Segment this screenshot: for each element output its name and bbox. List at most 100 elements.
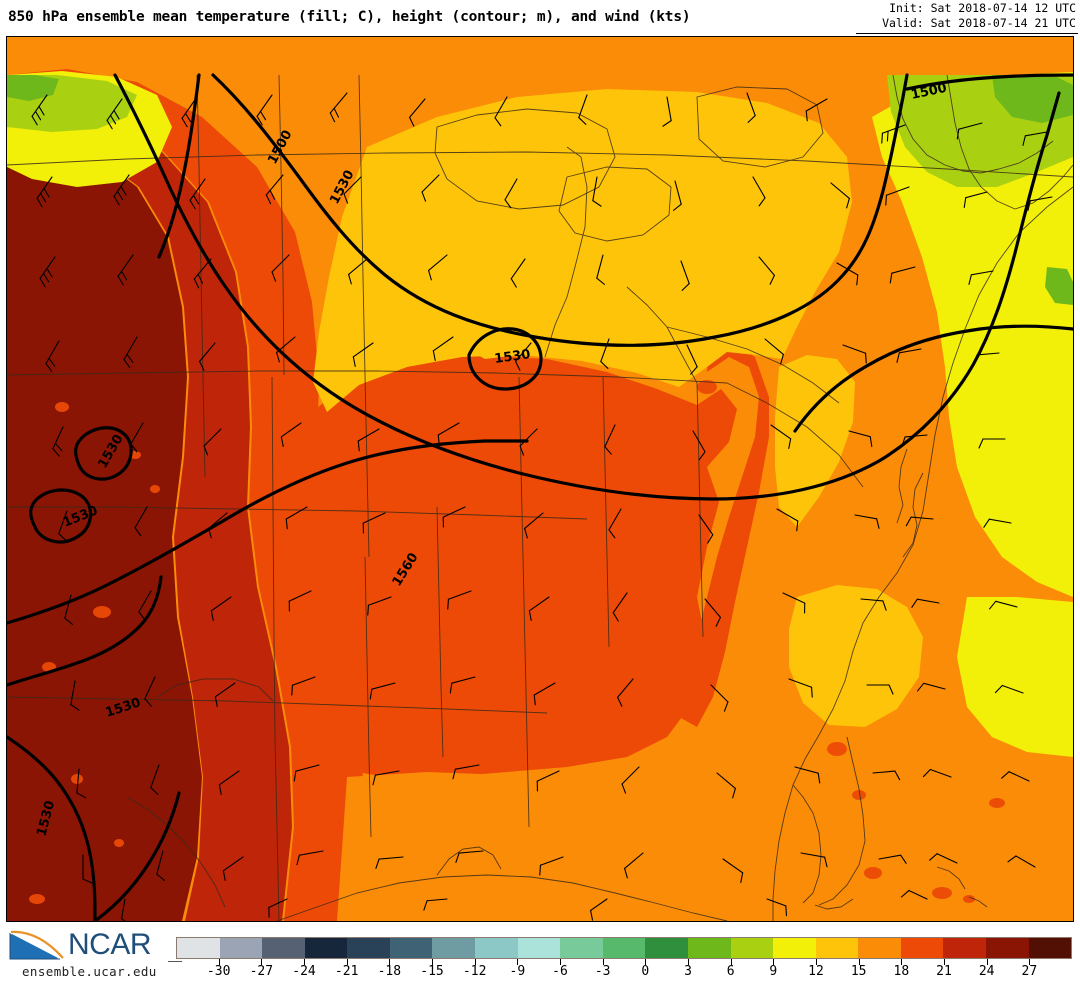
colorbar-tick [474, 959, 476, 965]
map-panel[interactable]: 1500 1530 1500 1530 1530 1530 1560 1530 … [6, 36, 1074, 922]
contour-1530-low3 [29, 488, 93, 544]
fill-speckles [29, 380, 1005, 904]
colorbar-tick [602, 959, 604, 965]
colorbar-segment [517, 938, 561, 958]
ncar-wordmark: NCAR [68, 928, 152, 961]
colorbar-segment [645, 938, 688, 958]
colorbar-segment [815, 938, 859, 958]
colorbar-tick-label: 6 [726, 964, 735, 979]
colorbar-tick-label: 15 [850, 964, 867, 979]
page-title: 850 hPa ensemble mean temperature (fill;… [8, 9, 691, 25]
contour-1500-north [211, 73, 909, 347]
colorbar-segment [560, 938, 603, 958]
fill-band-18-gulf [337, 772, 1073, 921]
colorbar-segment [389, 938, 433, 958]
colorbar-tick-label: -24 [292, 964, 316, 979]
colorbar-segment [858, 938, 901, 958]
contour-1500-se [793, 324, 1073, 433]
colorbar-segment [730, 938, 774, 958]
ncar-url-label: ensemble.ucar.edu [22, 964, 157, 979]
colorbar-tick-label: 21 [936, 964, 952, 979]
contour-label-1500-east: 1500 [910, 81, 949, 103]
colorbar-segment [432, 938, 476, 958]
valid-time-box: Init: Sat 2018-07-14 12 UTC Valid: Sat 2… [882, 1, 1076, 31]
contour-1530-west [7, 575, 163, 687]
colorbar-tick-label: 9 [769, 964, 778, 979]
colorbar-segment [304, 938, 348, 958]
colorbar-segment [773, 938, 816, 958]
colorbar-tick [304, 959, 305, 965]
logo-divider [168, 961, 182, 962]
colorbar-tick-label: 24 [978, 964, 995, 979]
plot-footer: NCAR ensemble.ucar.edu -30 -27 -24 -21 -18 -1… [0, 925, 1080, 985]
colorbar-tick-label: -15 [420, 964, 444, 979]
colorbar-segment [177, 938, 220, 958]
colorbar-tick [901, 959, 903, 965]
fill-band-9b [7, 75, 59, 101]
fill-band-15 [872, 72, 1073, 597]
contour-1530-main [113, 73, 1061, 501]
colorbar-tick-label: 27 [1021, 964, 1038, 979]
colorbar-tick [858, 959, 860, 965]
colorbar-tick [816, 959, 817, 965]
contour-label-1530-low: 1530 [493, 347, 531, 367]
colorbar-tick [688, 959, 689, 965]
fill-band-24 [7, 107, 292, 921]
colorbar-tick-label: 3 [684, 964, 692, 979]
colorbar-tick [1029, 959, 1031, 965]
colorbar-tick-label: -6 [552, 964, 568, 979]
colorbar-segment [602, 938, 646, 958]
contour-1530-west3 [93, 791, 181, 921]
colorbar-segment [687, 938, 731, 958]
contour-1530-ul [157, 73, 201, 259]
contour-1560 [7, 439, 529, 625]
ncar-swoosh-icon [9, 930, 64, 960]
colorbar-segment [1028, 938, 1072, 958]
colorbar-ticks [176, 959, 1072, 965]
colorbar-segment [900, 938, 944, 958]
fill-band-21-central [299, 355, 737, 779]
colorbar-tick-label: -18 [377, 964, 402, 979]
ncar-logo[interactable]: NCAR ensemble.ucar.edu [8, 928, 182, 980]
colorbar-tick-label: -3 [594, 964, 611, 979]
colorbar-tick [517, 959, 519, 965]
fill-band-27 [7, 147, 202, 921]
fill-band-amber-se [789, 585, 923, 727]
colorbar-tick [346, 959, 348, 965]
plot-header: 850 hPa ensemble mean temperature (fill;… [0, 0, 1080, 36]
fill-band-21-appalachian [679, 342, 769, 727]
fill-band-21 [7, 69, 363, 921]
weather-map[interactable]: 1500 1530 1500 1530 1530 1530 1560 1530 … [7, 37, 1073, 921]
colorbar-tick-label: 0 [641, 964, 650, 979]
colorbar-segment [943, 938, 986, 958]
colorbar-segment [219, 938, 263, 958]
fill-band-15-core [313, 89, 852, 412]
colorbar-swatches [176, 937, 1072, 959]
fill-band-amber-ma [775, 355, 855, 527]
colorbar-segment [347, 938, 390, 958]
state-boundaries [7, 74, 1073, 921]
init-time-label: Init: Sat 2018-07-14 12 UTC [889, 1, 1076, 15]
contour-1530-low [467, 327, 543, 391]
colorbar-tick [944, 959, 945, 965]
colorbar-tick-label: 12 [808, 964, 824, 979]
colorbar-tick-label: -30 [206, 964, 231, 979]
colorbar-tick [645, 959, 647, 965]
contour-1530-low2 [74, 426, 133, 481]
header-divider [856, 33, 1078, 34]
temperature-colorbar[interactable]: -30 -27 -24 -21 -18 -15 -12 -9 -6 -3 0 3 6 9 12 15 18 21 2… [176, 937, 1072, 983]
valid-time-label: Valid: Sat 2018-07-14 21 UTC [882, 16, 1076, 30]
colorbar-tick-label: 18 [893, 964, 910, 979]
colorbar-tick-labels: -30 -27 -24 -21 -18 -15 -12 -9 -6 -3 0 3 6 9 12 15 18 21 2… [176, 964, 1072, 982]
wind-barbs [31, 92, 1053, 921]
colorbar-tick-label: -27 [249, 964, 274, 979]
colorbar-tick-label: -9 [509, 964, 526, 979]
colorbar-segment [985, 938, 1029, 958]
colorbar-tick [389, 959, 391, 965]
colorbar-tick-label: -21 [334, 964, 359, 979]
height-contours [7, 73, 1073, 921]
colorbar-tick [432, 959, 433, 965]
colorbar-segment [475, 938, 518, 958]
colorbar-tick [261, 959, 263, 965]
fill-band-9c [1045, 267, 1073, 305]
